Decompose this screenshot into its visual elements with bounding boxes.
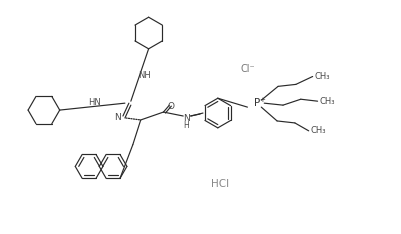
- Text: CH₃: CH₃: [310, 126, 326, 135]
- Text: +: +: [259, 97, 265, 103]
- Text: N: N: [114, 113, 121, 122]
- Text: CH₃: CH₃: [319, 97, 334, 106]
- Text: HN: HN: [88, 98, 100, 107]
- Text: HCl: HCl: [210, 179, 228, 189]
- Text: Cl⁻: Cl⁻: [239, 64, 254, 73]
- Text: O: O: [168, 102, 174, 111]
- Text: N: N: [182, 114, 189, 124]
- Text: CH₃: CH₃: [314, 72, 330, 81]
- Text: P: P: [253, 98, 260, 108]
- Text: H: H: [183, 121, 188, 130]
- Text: NH: NH: [138, 72, 151, 80]
